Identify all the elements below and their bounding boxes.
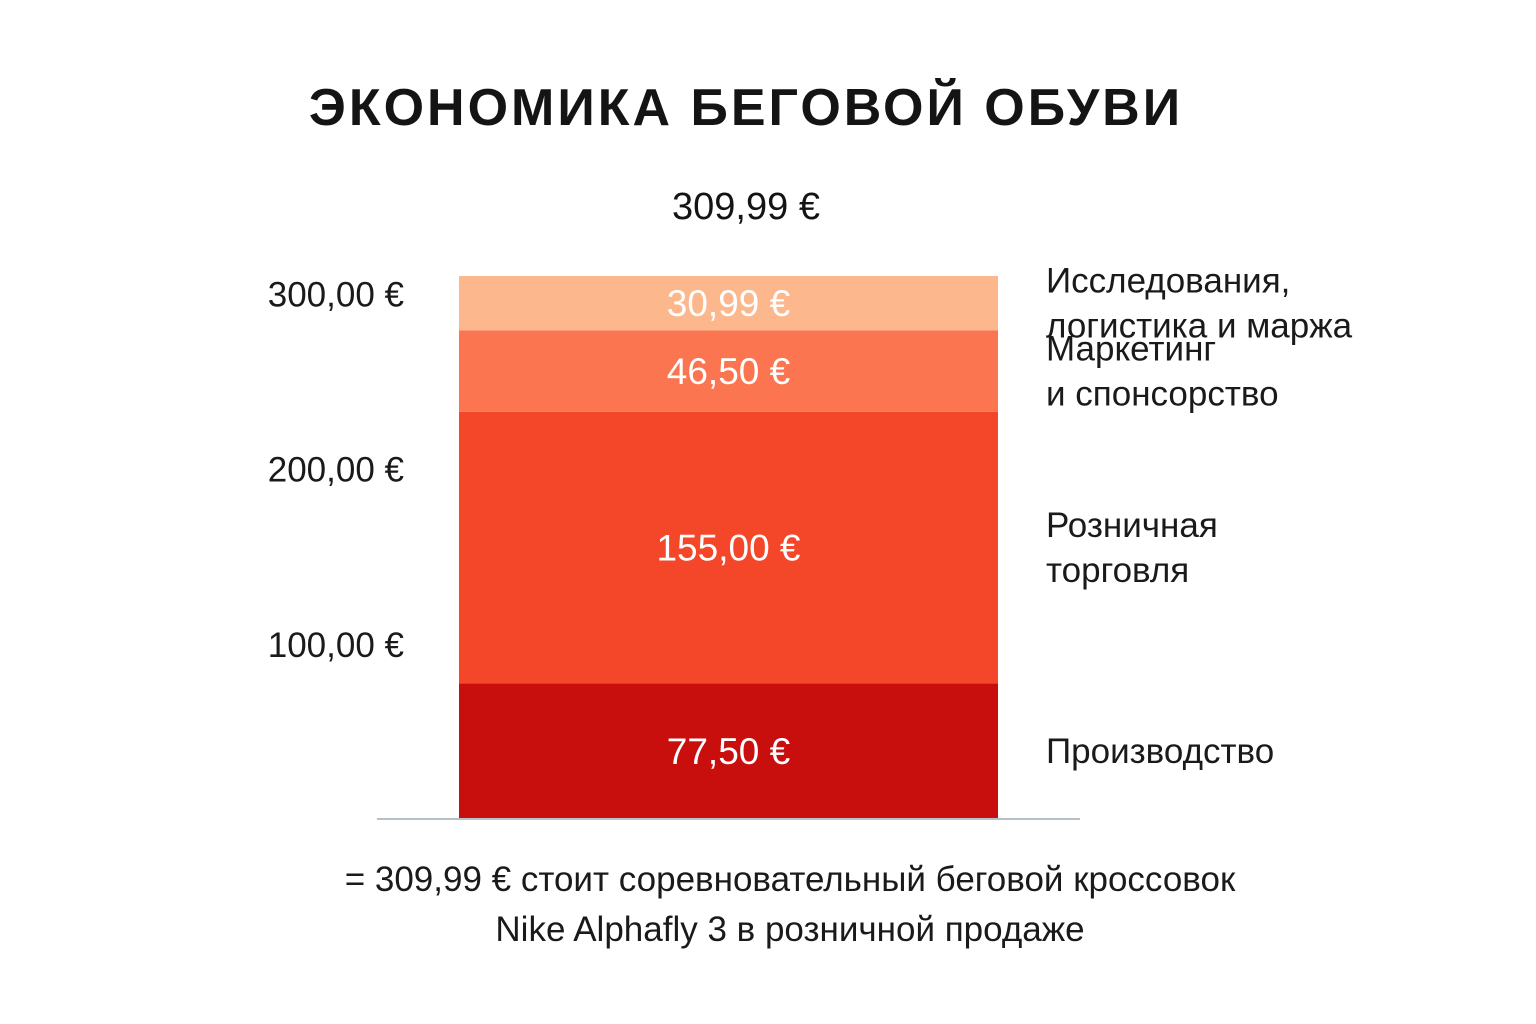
chart-title: ЭКОНОМИКА БЕГОВОЙ ОБУВИ	[308, 79, 1184, 137]
segment-2-legend-label-line-1: Розничная	[1046, 506, 1218, 545]
caption-line-1: = 309,99 € стоит соревновательный бегово…	[344, 860, 1236, 899]
segment-4-value-label: 30,99 €	[667, 283, 791, 324]
segment-3-value-label: 46,50 €	[667, 351, 791, 392]
segment-2-bar	[459, 411, 998, 684]
y-tick-label-2: 200,00 €	[268, 451, 404, 490]
segment-2-legend-label-line-2: торговля	[1046, 551, 1189, 590]
segment-legend: Производство Розничная торговля Маркетинг и …	[1046, 262, 1353, 771]
y-tick-label-1: 100,00 €	[268, 626, 404, 665]
segment-4-legend-label-line-1: Исследования,	[1046, 262, 1290, 301]
caption: = 309,99 € стоит соревновательный бегово…	[0, 855, 1536, 955]
caption-line-2: Nike Alphafly 3 в розничной продаже	[495, 910, 1085, 949]
y-axis-ticks: 100,00 € 200,00 € 300,00 €	[268, 275, 404, 664]
segment-2-value-label: 155,00 €	[656, 527, 800, 568]
segment-4-legend-label-line-2: логистика и маржа	[1046, 307, 1353, 346]
segment-3-bar	[459, 330, 998, 412]
segment-1-legend-label-line-1: Производство	[1046, 732, 1274, 771]
segment-3-legend-label-line-2: и спонсорство	[1046, 375, 1279, 414]
segment-4-bar	[459, 276, 998, 331]
y-tick-label-3: 300,00 €	[268, 275, 404, 314]
bar-segments: 77,50 € 155,00 € 46,50 € 30,99 €	[459, 276, 998, 819]
segment-1-bar	[459, 683, 998, 819]
total-value-label: 309,99 €	[672, 186, 820, 228]
segment-1-value-label: 77,50 €	[667, 731, 791, 772]
segment-3-legend-label-line-1: Маркетинг	[1046, 330, 1216, 369]
